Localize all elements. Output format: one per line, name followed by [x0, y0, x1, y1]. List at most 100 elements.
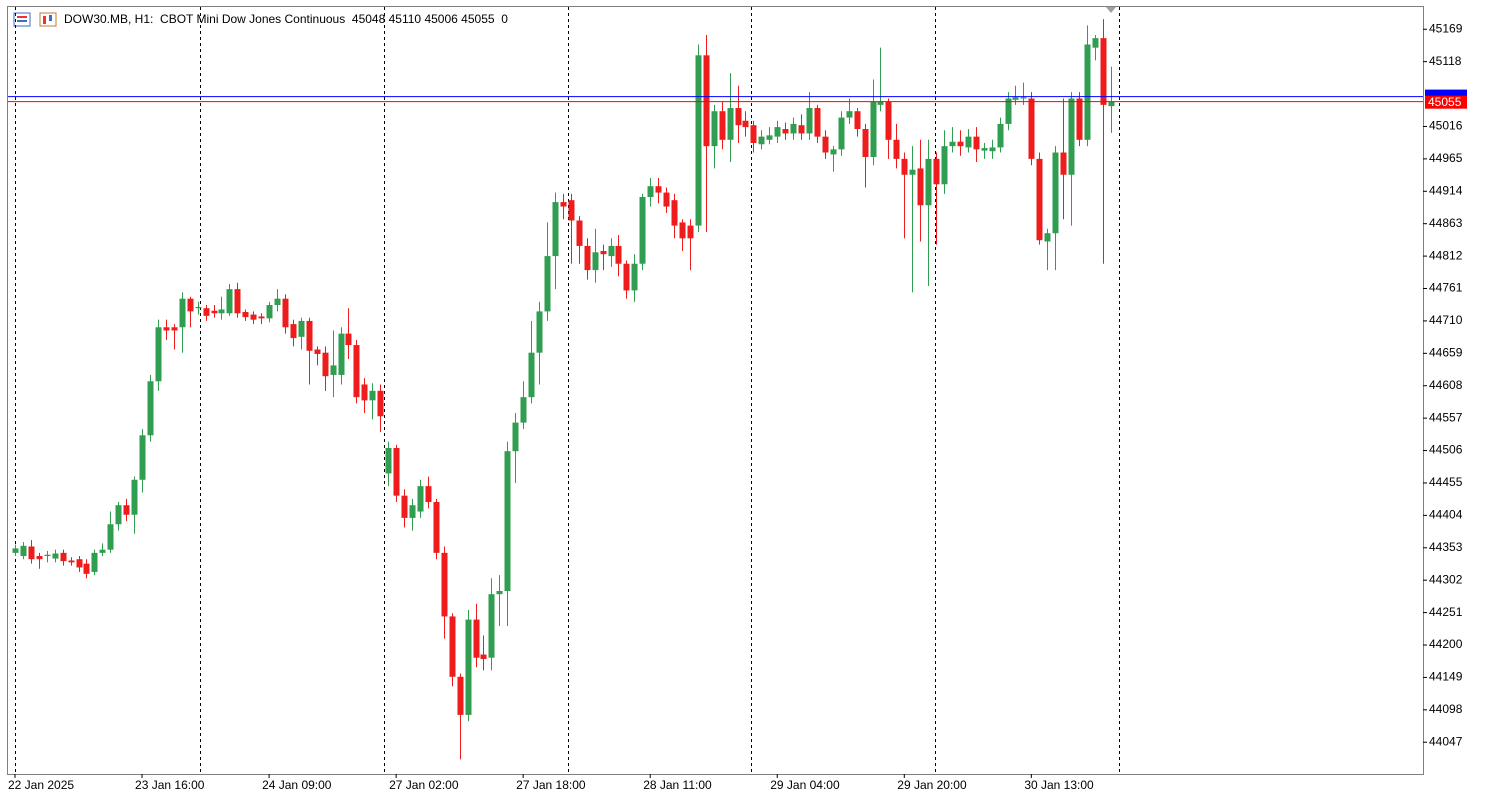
candle-body: [1036, 158, 1043, 241]
candle-body: [393, 448, 400, 496]
candle-body: [893, 139, 900, 159]
candle-body: [1005, 98, 1012, 124]
candle-body: [322, 352, 329, 377]
candle-body: [155, 327, 162, 382]
candle-body: [504, 451, 511, 591]
candle-body: [345, 333, 352, 346]
candle-body: [750, 125, 757, 143]
bid-label-box: [1425, 95, 1467, 109]
candle-body: [806, 108, 813, 134]
candle-body: [1100, 38, 1107, 105]
candle-body: [44, 554, 51, 557]
candle-body: [12, 548, 19, 553]
candle-body: [758, 136, 765, 145]
chart-header: DOW30.MB, H1: CBOT Mini Dow Jones Contin…: [64, 12, 508, 26]
y-tick-label: 44761: [1429, 281, 1463, 295]
header-icons: [13, 12, 57, 27]
y-tick-label: 44659: [1429, 345, 1463, 359]
candle-body: [179, 298, 186, 328]
candle-body: [226, 289, 233, 314]
candle-body: [909, 169, 916, 175]
candle-body: [1028, 98, 1035, 159]
candle-body: [385, 448, 392, 474]
candle-body: [846, 111, 853, 118]
x-tick-label: 29 Jan 04:00: [770, 778, 840, 792]
candle-body: [600, 251, 607, 255]
candle-body: [671, 200, 678, 226]
candle-body: [830, 149, 837, 155]
candle-body: [115, 505, 122, 525]
candle-body: [854, 111, 861, 130]
candle-body: [592, 252, 599, 271]
candle-body: [989, 147, 996, 152]
bid-label: 45055: [1428, 95, 1462, 109]
y-tick-label: 44863: [1429, 216, 1463, 230]
candle-body: [1044, 233, 1051, 242]
candle-body: [647, 186, 654, 198]
y-tick-label: 44404: [1429, 508, 1463, 522]
y-tick-label: 44557: [1429, 410, 1463, 424]
candle-body: [488, 594, 495, 658]
candle-body: [957, 141, 964, 147]
candle-body: [663, 192, 670, 207]
candle-body: [163, 327, 170, 331]
candle-body: [885, 101, 892, 140]
candle-body: [20, 545, 27, 557]
candle-body: [457, 676, 464, 715]
y-tick-label: 44455: [1429, 475, 1463, 489]
candle-body: [933, 158, 940, 185]
candle-body: [1108, 101, 1115, 107]
candle-body: [1068, 98, 1075, 175]
y-tick-label: 45169: [1429, 21, 1463, 35]
y-tick-label: 44914: [1429, 183, 1463, 197]
candle-body: [623, 263, 630, 291]
candle-body: [369, 390, 376, 401]
description: CBOT Mini Dow Jones Continuous: [160, 12, 345, 26]
x-tick-label: 23 Jan 16:00: [135, 778, 205, 792]
candle-body: [695, 55, 702, 226]
y-tick-label: 44353: [1429, 540, 1463, 554]
candle-body: [187, 298, 194, 312]
candle-body: [68, 560, 75, 563]
y-tick-label: 44506: [1429, 443, 1463, 457]
candle-body: [107, 524, 114, 550]
candle-body: [719, 111, 726, 140]
candle-body: [306, 320, 313, 351]
candle-body: [28, 546, 35, 560]
y-tick-label: 44098: [1429, 702, 1463, 716]
candle-body: [838, 117, 845, 150]
candle-body: [608, 245, 615, 257]
candle-body: [131, 479, 138, 515]
icon: [17, 20, 27, 22]
candle-body: [631, 263, 638, 291]
x-tick-label: 30 Jan 13:00: [1024, 778, 1094, 792]
candle-body: [433, 502, 440, 553]
candle-body: [965, 136, 972, 148]
candle-body: [798, 125, 805, 134]
candle-body: [195, 306, 202, 309]
candle-body: [1052, 152, 1059, 234]
candle-body: [1076, 98, 1083, 140]
candle-body: [679, 222, 686, 239]
candle-body: [981, 148, 988, 151]
candle-body: [528, 352, 535, 398]
candle-body: [536, 311, 543, 353]
x-tick-label: 27 Jan 18:00: [516, 778, 586, 792]
y-tick-label: 44965: [1429, 151, 1463, 165]
candle-body: [203, 308, 210, 316]
candle-body: [465, 619, 472, 715]
candle-body: [242, 312, 249, 318]
candle-body: [949, 141, 956, 147]
candle-body: [353, 345, 360, 398]
y-tick-label: 44200: [1429, 637, 1463, 651]
candle-body: [687, 225, 694, 239]
candle-body: [822, 136, 829, 153]
candle-body: [211, 310, 218, 314]
candle-body: [703, 55, 710, 147]
candle-body: [266, 305, 273, 319]
candle-body: [234, 289, 241, 314]
low-value: 45006: [424, 12, 458, 26]
y-tick-label: 45016: [1429, 119, 1463, 133]
icon: [49, 15, 52, 21]
